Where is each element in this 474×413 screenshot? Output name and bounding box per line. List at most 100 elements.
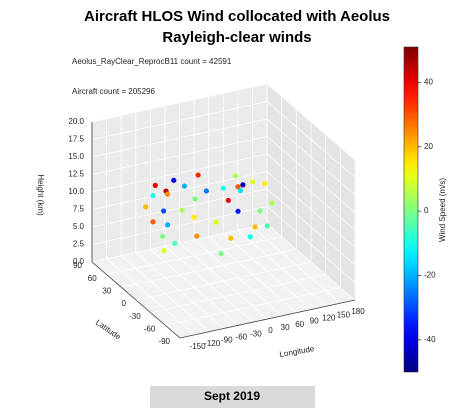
- colorbar-tick-label: 40: [424, 78, 433, 87]
- grid-line: [106, 236, 282, 276]
- data-point: [191, 214, 197, 220]
- data-point: [171, 177, 177, 183]
- grid-line: [91, 136, 268, 175]
- grid-line: [91, 101, 268, 140]
- data-point: [161, 208, 167, 214]
- data-point: [213, 219, 219, 225]
- data-point: [225, 197, 231, 203]
- grid-line: [91, 153, 268, 193]
- z-tick-label: 12.5: [68, 170, 84, 179]
- grid-line: [91, 118, 268, 158]
- data-point: [160, 233, 166, 239]
- data-point: [150, 192, 156, 199]
- grid-line: [150, 274, 326, 314]
- data-point: [269, 200, 275, 206]
- grid-line: [121, 248, 297, 288]
- grid-line: [135, 261, 312, 301]
- data-point: [257, 208, 263, 214]
- grid-line: [266, 153, 356, 231]
- data-point: [181, 183, 188, 189]
- y-tick-label: 60: [88, 274, 97, 283]
- grid-line: [266, 118, 356, 196]
- data-point: [252, 224, 258, 230]
- data-point: [195, 172, 201, 178]
- y-tick-label: -30: [129, 312, 141, 321]
- annotation: Aircraft count = 205296: [72, 87, 155, 96]
- y-tick-label: -90: [158, 337, 170, 346]
- y-axis-label: Latitude: [94, 318, 123, 342]
- x-tick-label: 60: [295, 320, 304, 329]
- data-point: [247, 234, 253, 240]
- grid-line: [266, 188, 356, 266]
- x-tick-label: -60: [236, 332, 248, 341]
- z-tick-label: 15.0: [68, 152, 84, 161]
- x-tick-label: 180: [351, 307, 365, 316]
- grid-line: [266, 171, 356, 248]
- z-axis-label: Height (km): [36, 174, 45, 216]
- x-axis-label: Longitude: [279, 344, 316, 359]
- data-point: [264, 223, 270, 229]
- z-tick-label: 10.0: [68, 187, 84, 196]
- y-tick-label: 0: [122, 299, 127, 308]
- grid-line: [91, 223, 268, 263]
- data-point: [179, 207, 185, 213]
- data-point: [150, 219, 156, 225]
- colorbar-label: Wind Speed (m/s): [438, 178, 447, 242]
- y-tick-label: -60: [144, 324, 156, 333]
- data-point: [240, 182, 246, 188]
- data-point: [161, 248, 167, 254]
- z-tick-label: 2.5: [73, 240, 85, 249]
- grid-line: [266, 101, 356, 178]
- data-point: [192, 196, 198, 202]
- x-tick-label: -120: [204, 339, 221, 348]
- data-point: [262, 180, 268, 187]
- colorbar-tick-label: 0: [424, 206, 429, 215]
- y-tick-label: 30: [102, 286, 111, 295]
- data-point: [232, 173, 239, 179]
- x-tick-label: 90: [310, 317, 319, 326]
- data-point: [152, 182, 158, 188]
- x-tick-label: -150: [190, 342, 207, 351]
- grid-line: [266, 83, 356, 161]
- data-point: [164, 222, 171, 228]
- z-tick-label: 7.5: [73, 205, 85, 214]
- grid-line: [266, 136, 356, 213]
- grid-line: [91, 171, 268, 210]
- data-point: [218, 250, 224, 257]
- y-tick-label: 90: [73, 261, 82, 270]
- data-point: [249, 179, 256, 185]
- z-tick-label: 5.0: [73, 222, 85, 231]
- data-point: [164, 191, 171, 197]
- footer: Sept 2019: [204, 389, 260, 403]
- footer-box: [150, 386, 315, 408]
- grid-line: [266, 223, 356, 301]
- z-tick-label: 17.5: [68, 135, 84, 144]
- chart-subtitle: Rayleigh-clear winds: [162, 29, 311, 46]
- data-point: [143, 204, 149, 210]
- x-tick-label: 0: [268, 326, 273, 335]
- colorbar-tick-label: -20: [424, 271, 436, 280]
- axis-line: [179, 299, 356, 339]
- grid-line: [266, 206, 356, 283]
- annotation: Aeolus_RayClear_ReprocB11 count = 42591: [72, 57, 232, 66]
- data-point: [203, 188, 209, 194]
- chart-title: Aircraft HLOS Wind collocated with Aeolu…: [84, 8, 390, 25]
- x-tick-label: -90: [221, 336, 233, 345]
- colorbar-tick-label: -40: [424, 335, 436, 344]
- data-point: [172, 240, 178, 246]
- grid-line: [91, 83, 268, 123]
- data-point: [220, 185, 227, 191]
- axis-line: [91, 261, 181, 339]
- data-point: [228, 235, 234, 241]
- data-point: [235, 184, 241, 190]
- data-point: [237, 187, 243, 194]
- x-tick-label: -30: [250, 329, 262, 338]
- data-point: [194, 233, 200, 239]
- x-tick-label: 30: [281, 323, 290, 332]
- grid-line: [91, 188, 268, 228]
- z-tick-label: 0.0: [73, 257, 85, 266]
- x-tick-label: 120: [322, 313, 336, 322]
- colorbar: [403, 46, 419, 373]
